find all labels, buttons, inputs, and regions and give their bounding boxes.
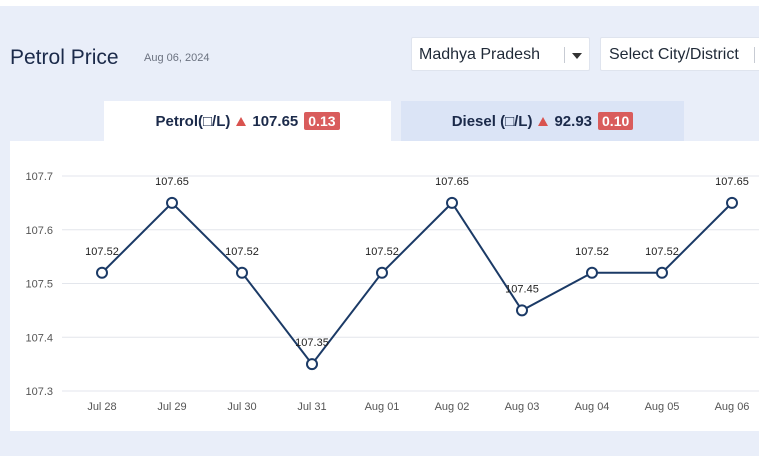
y-tick-label: 107.3 <box>25 386 53 398</box>
state-select[interactable]: Madhya Pradesh <box>411 37 590 71</box>
y-tick-label: 107.6 <box>25 225 53 237</box>
data-label: 107.52 <box>575 246 609 258</box>
x-tick-label: Jul 30 <box>227 401 256 413</box>
x-tick-label: Aug 03 <box>505 401 540 413</box>
page-title: Petrol Price <box>10 46 119 69</box>
up-arrow-icon <box>538 116 549 126</box>
x-tick-label: Aug 06 <box>715 401 750 413</box>
data-point <box>656 266 668 279</box>
up-arrow-icon <box>236 116 247 126</box>
tab-diesel-label: Diesel (□/L) <box>451 112 533 130</box>
x-tick-label: Jul 31 <box>297 401 326 413</box>
x-tick-label: Aug 05 <box>645 401 680 413</box>
data-point <box>166 196 178 209</box>
x-tick-label: Aug 04 <box>575 401 610 413</box>
data-label: 107.65 <box>155 176 189 188</box>
tab-diesel[interactable]: Diesel (□/L) 92.93 0.10 <box>401 101 684 141</box>
data-point <box>306 358 318 371</box>
data-point <box>376 266 388 279</box>
data-label: 107.45 <box>505 283 539 295</box>
data-label: 107.65 <box>435 176 469 188</box>
chevron-down-icon[interactable] <box>572 53 582 59</box>
data-point <box>96 266 108 279</box>
data-point <box>446 196 458 209</box>
data-point <box>726 196 738 209</box>
tab-petrol-price: 107.65 <box>252 112 299 130</box>
data-label: 107.52 <box>365 246 399 258</box>
city-select-placeholder: Select City/District <box>609 46 739 63</box>
data-point <box>236 266 248 279</box>
x-tick-label: Jul 29 <box>157 401 186 413</box>
price-line-chart: 107.3 107.4 107.5 107.6 107.7 Jul 28 Jul 29 Jul… <box>25 171 759 413</box>
data-label: 107.35 <box>295 337 329 349</box>
data-label: 107.65 <box>715 176 749 188</box>
tab-petrol[interactable]: Petrol(□/L) 107.65 0.13 <box>104 101 391 141</box>
tab-diesel-change-badge: 0.10 <box>598 112 634 130</box>
data-point <box>586 266 598 279</box>
x-tick-label: Aug 01 <box>365 401 400 413</box>
tab-petrol-change-badge: 0.13 <box>304 112 340 130</box>
y-tick-label: 107.7 <box>25 171 53 183</box>
x-tick-label: Aug 02 <box>435 401 470 413</box>
select-separator <box>564 47 565 63</box>
data-label: 107.52 <box>225 246 259 258</box>
tab-petrol-label: Petrol(□/L) <box>155 112 231 130</box>
y-tick-label: 107.5 <box>25 279 53 291</box>
select-separator <box>754 47 755 63</box>
data-label: 107.52 <box>85 246 119 258</box>
y-tick-label: 107.4 <box>25 332 53 344</box>
price-chart-card: 107.3 107.4 107.5 107.6 107.7 Jul 28 Jul 29 Jul… <box>10 141 759 431</box>
series-line <box>101 201 733 366</box>
x-tick-label: Jul 28 <box>87 401 116 413</box>
data-point <box>516 304 528 317</box>
top-strip <box>0 0 759 6</box>
state-select-value: Madhya Pradesh <box>419 46 540 63</box>
data-label: 107.52 <box>645 246 679 258</box>
tab-diesel-price: 92.93 <box>554 112 593 130</box>
city-select[interactable]: Select City/District <box>600 37 759 71</box>
price-date: Aug 06, 2024 <box>144 52 210 64</box>
